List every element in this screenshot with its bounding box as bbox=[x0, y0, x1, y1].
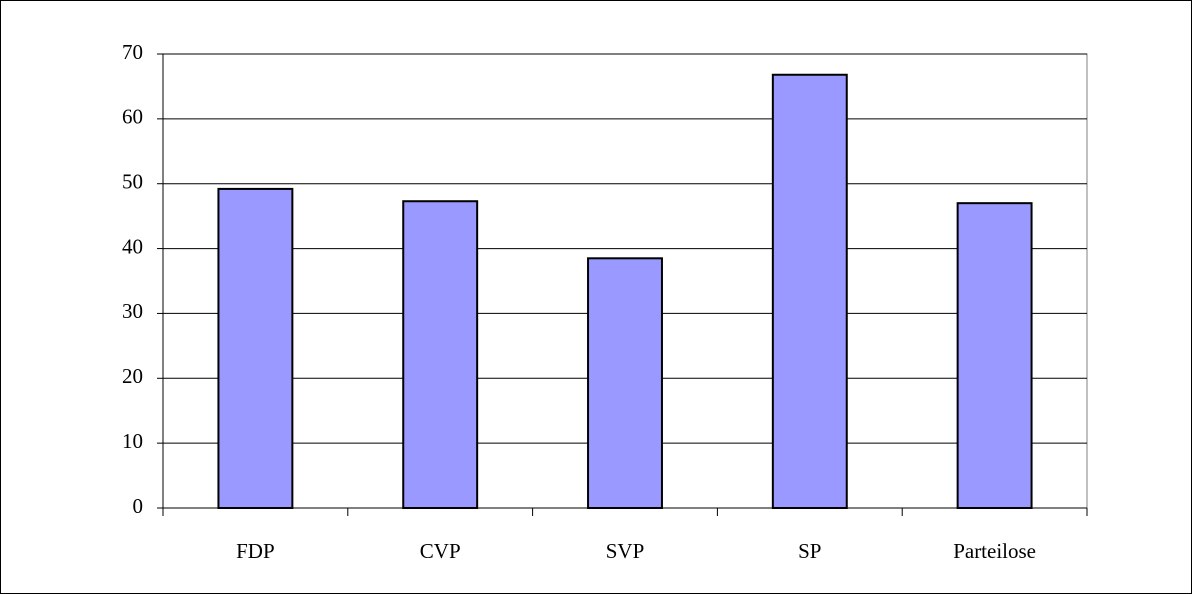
y-tick-label: 10 bbox=[122, 429, 143, 453]
y-tick-label: 30 bbox=[122, 299, 143, 323]
y-tick-label: 0 bbox=[133, 494, 144, 518]
bar bbox=[217, 187, 294, 509]
x-tick-label: SP bbox=[798, 539, 821, 563]
bar bbox=[771, 73, 848, 510]
bar bbox=[402, 200, 479, 509]
bar bbox=[587, 257, 663, 509]
y-tick-label: 50 bbox=[122, 170, 143, 194]
x-tick-label: Parteilose bbox=[953, 539, 1036, 563]
x-tick-label: SVP bbox=[606, 539, 645, 563]
y-tick-label: 40 bbox=[122, 234, 143, 258]
y-tick-label: 20 bbox=[122, 364, 143, 388]
y-tick-label: 60 bbox=[122, 105, 143, 129]
x-tick-label: CVP bbox=[420, 539, 461, 563]
x-tick-label: FDP bbox=[236, 539, 275, 563]
bar bbox=[956, 202, 1033, 510]
y-tick-label: 70 bbox=[122, 40, 143, 64]
